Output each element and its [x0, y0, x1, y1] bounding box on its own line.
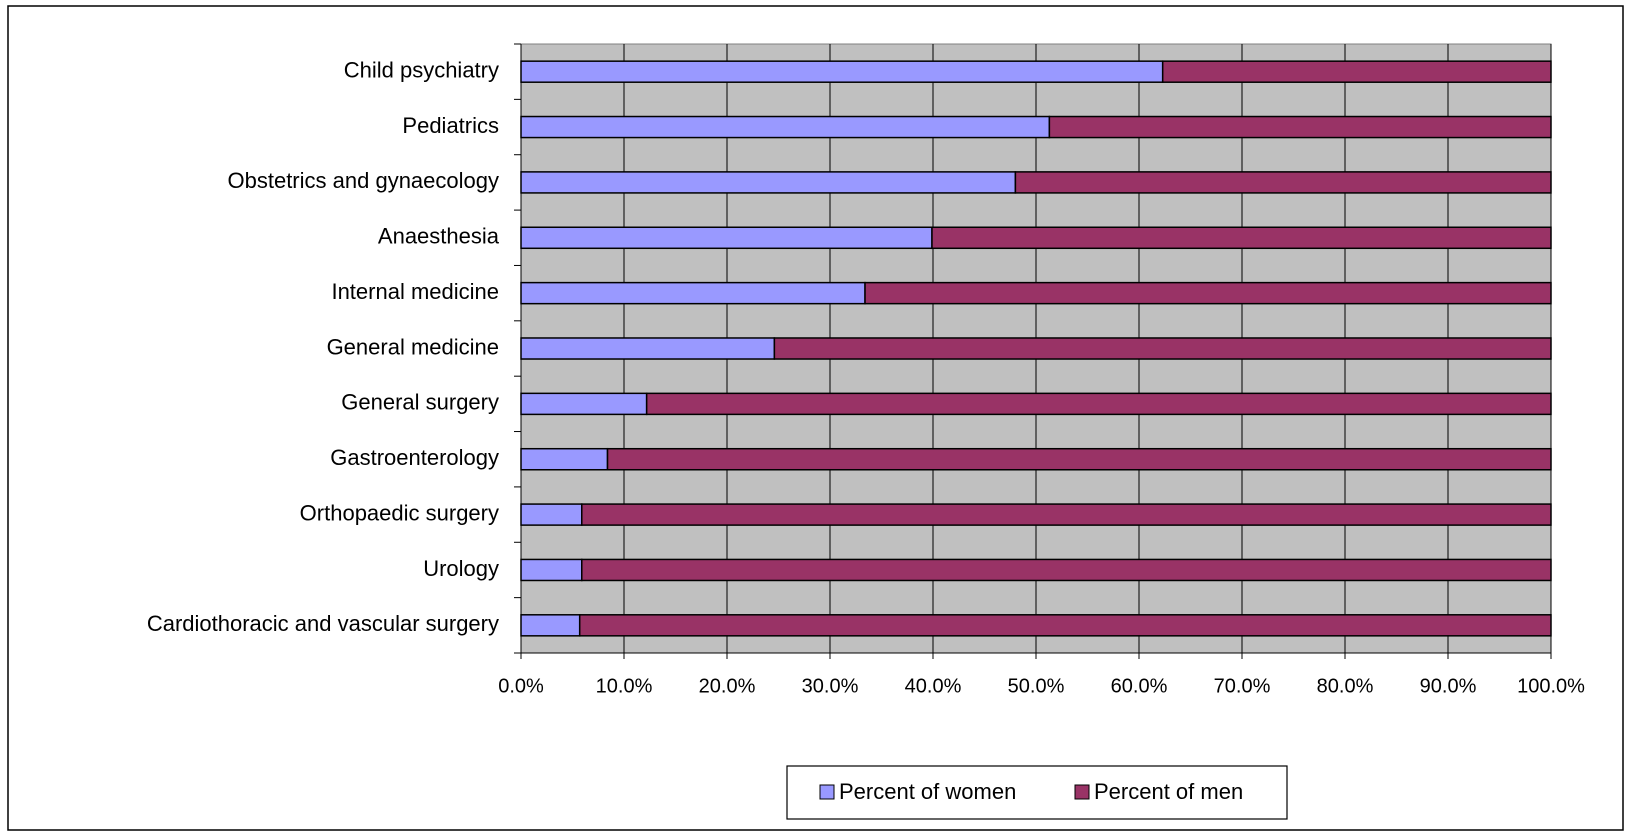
y-tick-label: Anaesthesia — [378, 224, 500, 249]
x-tick-label: 40.0% — [905, 675, 962, 697]
y-tick-label: Internal medicine — [331, 279, 499, 304]
bar-segment — [1014, 171, 1552, 194]
bar-segment — [520, 60, 1164, 83]
x-tick-label: 30.0% — [802, 675, 859, 697]
bar-segment — [520, 503, 583, 526]
bar-segment — [606, 447, 1552, 471]
bar-segment — [520, 281, 866, 305]
bar-segment — [1048, 115, 1552, 139]
x-tick-label: 70.0% — [1214, 675, 1271, 697]
legend-label: Percent of women — [839, 779, 1016, 804]
legend-box — [786, 765, 1288, 820]
legend-label: Percent of men — [1094, 779, 1243, 804]
bar-segment — [581, 558, 1552, 582]
y-tick-label: Urology — [423, 556, 499, 581]
x-tick-label: 60.0% — [1111, 675, 1168, 697]
bar-segment — [520, 558, 583, 582]
y-tick-label: Cardiothoracic and vascular surgery — [147, 611, 499, 636]
bar-segment — [520, 447, 609, 471]
bar-segment — [520, 614, 581, 637]
y-tick-label: Child psychiatry — [344, 57, 499, 82]
y-tick-label: General medicine — [327, 334, 499, 359]
y-tick-label: Gastroenterology — [330, 445, 499, 470]
x-tick-label: 100.0% — [1517, 675, 1585, 697]
y-tick-label: Orthopaedic surgery — [300, 500, 499, 525]
y-tick-label: Obstetrics and gynaecology — [228, 168, 500, 193]
x-tick-label: 50.0% — [1008, 675, 1065, 697]
bar-segment — [864, 281, 1552, 305]
bar-segment — [645, 392, 1552, 416]
bar-segment — [773, 337, 1552, 360]
bar-segment — [581, 503, 1552, 526]
bar-segment — [520, 392, 648, 416]
legend-swatch — [1074, 784, 1090, 800]
x-tick-label: 80.0% — [1317, 675, 1374, 697]
bar-segment — [931, 226, 1552, 250]
bar-segment — [1161, 60, 1552, 83]
x-tick-label: 90.0% — [1420, 675, 1477, 697]
bar-segment — [578, 614, 1552, 637]
y-tick-label: Pediatrics — [402, 113, 499, 138]
x-tick-label: 20.0% — [699, 675, 756, 697]
y-tick-label: General surgery — [341, 390, 499, 415]
bar-segment — [520, 226, 933, 250]
x-tick-label: 0.0% — [498, 675, 544, 697]
bar-segment — [520, 115, 1051, 139]
bar-segment — [520, 171, 1017, 194]
bar-segment — [520, 337, 776, 360]
legend-swatch — [819, 784, 835, 800]
x-tick-label: 10.0% — [596, 675, 653, 697]
